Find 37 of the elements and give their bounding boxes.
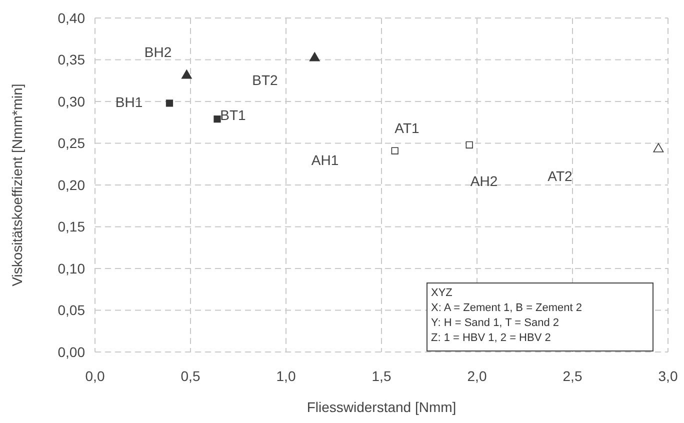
annotation: AH1 bbox=[311, 152, 339, 168]
x-tick-label: 0,5 bbox=[180, 368, 200, 384]
point bbox=[214, 115, 221, 123]
annotation: AT1 bbox=[394, 120, 420, 136]
x-tick-label: 0,0 bbox=[85, 368, 105, 384]
point bbox=[466, 141, 473, 148]
y-tick-label: 0,30 bbox=[58, 93, 86, 110]
x-tick-label: 1,0 bbox=[276, 368, 296, 384]
annotation: X: A = Zement 1, B = Zement 2 bbox=[431, 302, 582, 314]
annotation: Y: H = Sand 1, T = Sand 2 bbox=[431, 317, 560, 329]
y-tick-label: 0,10 bbox=[58, 260, 86, 276]
annotation: XYZ bbox=[431, 287, 453, 299]
annotation: Z: 1 = HBV 1, 2 = HBV 2 bbox=[431, 332, 551, 344]
y-tick-label: 0,25 bbox=[58, 135, 86, 152]
y-tick-label: 0,05 bbox=[58, 302, 86, 318]
x-tick-label: 2,5 bbox=[562, 368, 582, 384]
point bbox=[166, 100, 174, 107]
x-tick-label: 3,0 bbox=[658, 368, 678, 384]
y-tick-label: 0,35 bbox=[58, 52, 86, 68]
annotation: BH1 bbox=[115, 94, 143, 110]
point bbox=[309, 52, 320, 62]
annotation: AT2 bbox=[548, 168, 573, 184]
point bbox=[391, 147, 398, 154]
annotation: BT1 bbox=[220, 106, 246, 123]
x-tick-label: 2,0 bbox=[467, 368, 487, 384]
y-axis-title: Viskositätskoeffizient [Nmm*min] bbox=[9, 84, 25, 286]
point bbox=[181, 70, 192, 79]
annotation: BT2 bbox=[252, 72, 278, 88]
y-tick-label: 0,00 bbox=[58, 344, 86, 360]
y-tick-label: 0,40 bbox=[58, 10, 86, 26]
x-tick-label: 1,5 bbox=[372, 368, 392, 384]
annotation: AH2 bbox=[470, 172, 498, 189]
point bbox=[653, 143, 664, 152]
x-axis-title: Fliesswiderstand [Nmm] bbox=[306, 399, 456, 415]
y-tick-label: 0,15 bbox=[58, 218, 86, 235]
annotation: BH2 bbox=[144, 44, 172, 60]
y-tick-label: 0,20 bbox=[58, 176, 86, 193]
